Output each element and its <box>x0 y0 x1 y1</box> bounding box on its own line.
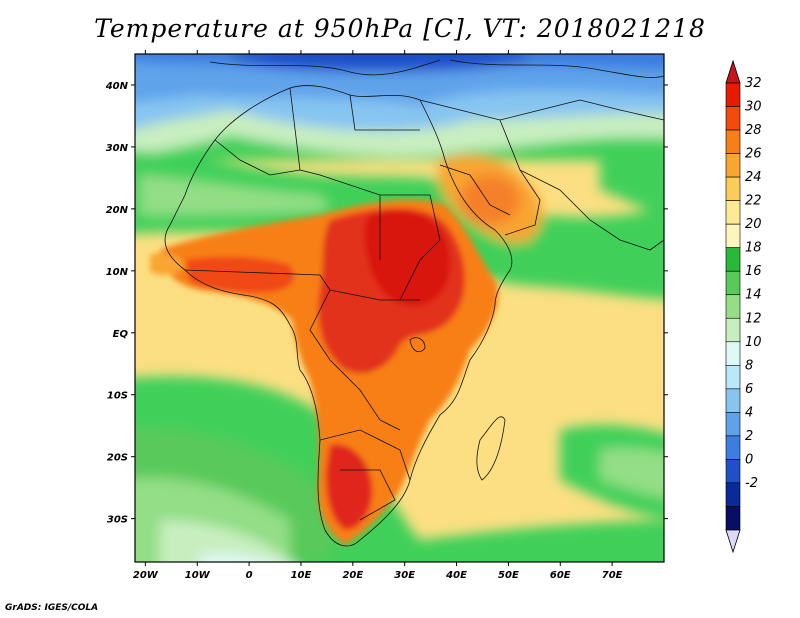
colorbar-swatch <box>725 106 741 131</box>
lat-tick-label: 20N <box>106 205 129 216</box>
footer-credit: GrADS: IGES/COLA <box>5 603 99 613</box>
colorbar-swatch <box>725 317 741 343</box>
colorbar-label: 20 <box>745 217 762 232</box>
lon-tick-label: 50E <box>498 570 519 581</box>
lon-tick-label: 20E <box>342 570 363 581</box>
lon-tick-label: 40E <box>445 570 467 581</box>
chart-title: Temperature at 950hPa [C], VT: 201802121… <box>94 14 706 43</box>
colorbar-swatch <box>725 200 741 225</box>
colorbar-swatch <box>725 435 741 460</box>
colorbar-swatch <box>725 129 741 154</box>
lat-tick-label: 40N <box>105 81 129 92</box>
colorbar-swatch <box>725 341 741 366</box>
colorbar-label: 2 <box>745 429 753 444</box>
colorbar-label: 8 <box>745 358 753 373</box>
lon-tick-label: 30E <box>394 570 415 581</box>
lon-tick-label: 0 <box>246 570 253 581</box>
lon-tick-label: 60E <box>550 570 571 581</box>
lat-tick-label: 10N <box>106 267 129 278</box>
colorbar-label: 24 <box>745 170 762 185</box>
colorbar-top-arrow <box>725 59 741 84</box>
colorbar-label: 6 <box>745 382 753 397</box>
colorbar-swatch <box>725 365 741 390</box>
coastlines-and-borders <box>164 59 664 547</box>
lat-tick-label: 20S <box>107 453 128 464</box>
colorbar-swatch <box>725 294 741 319</box>
colorbar-label: 32 <box>745 76 762 91</box>
colorbar-swatch <box>725 412 741 437</box>
colorbar-swatch <box>725 270 741 296</box>
colorbar-swatch <box>725 82 741 107</box>
colorbar-swatch <box>725 153 741 178</box>
lat-tick-label: 30N <box>106 143 129 154</box>
colorbar-label: 10 <box>745 335 762 350</box>
map-frame <box>134 53 665 563</box>
colorbar-label: 26 <box>745 147 762 162</box>
colorbar-label: 0 <box>745 452 753 467</box>
colorbar-swatch <box>725 388 741 413</box>
colorbar-label: 28 <box>745 123 762 138</box>
lat-tick-label: 10S <box>107 391 128 402</box>
colorbar-bottom-arrow <box>725 529 741 554</box>
colorbar-label: -2 <box>745 476 758 491</box>
colorbar-label: 14 <box>745 288 762 303</box>
lat-tick-label: EQ <box>113 329 129 340</box>
colorbar-swatch <box>725 482 741 507</box>
colorbar-label: 22 <box>745 194 762 209</box>
lon-tick-label: 70E <box>602 570 623 581</box>
lon-tick-label: 10W <box>185 570 211 581</box>
colorbar-label: 16 <box>745 264 762 279</box>
lon-tick-label: 10E <box>291 570 312 581</box>
colorbar-label: 4 <box>745 405 753 420</box>
colorbar-label: 30 <box>745 100 762 115</box>
colorbar-swatch <box>725 176 741 201</box>
colorbar-swatch <box>725 247 741 272</box>
lat-tick-label: 30S <box>107 515 128 526</box>
colorbar-label: 12 <box>745 311 762 326</box>
colorbar-swatch <box>725 223 741 248</box>
temperature-field <box>135 54 664 562</box>
lon-tick-label: 20W <box>133 570 159 581</box>
colorbar-label: 18 <box>745 241 762 256</box>
colorbar-swatch <box>725 459 741 484</box>
colorbar-swatch <box>725 506 741 531</box>
